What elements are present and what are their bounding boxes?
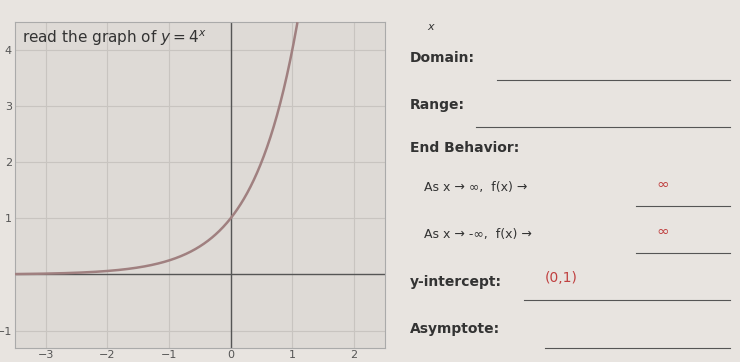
Text: ∞: ∞ (656, 177, 669, 192)
Text: x: x (427, 22, 434, 32)
Text: Domain:: Domain: (410, 51, 474, 65)
Text: y-intercept:: y-intercept: (410, 275, 502, 289)
Text: (0,1): (0,1) (545, 272, 578, 286)
Text: As x → -∞,  f(x) →: As x → -∞, f(x) → (423, 228, 531, 241)
Text: read the graph of $y = 4^x$: read the graph of $y = 4^x$ (22, 28, 206, 48)
Text: End Behavior:: End Behavior: (410, 141, 519, 155)
Text: Range:: Range: (410, 98, 465, 112)
Text: Asymptote:: Asymptote: (410, 322, 500, 336)
Text: ∞: ∞ (656, 224, 669, 239)
Text: As x → ∞,  f(x) →: As x → ∞, f(x) → (423, 181, 527, 194)
